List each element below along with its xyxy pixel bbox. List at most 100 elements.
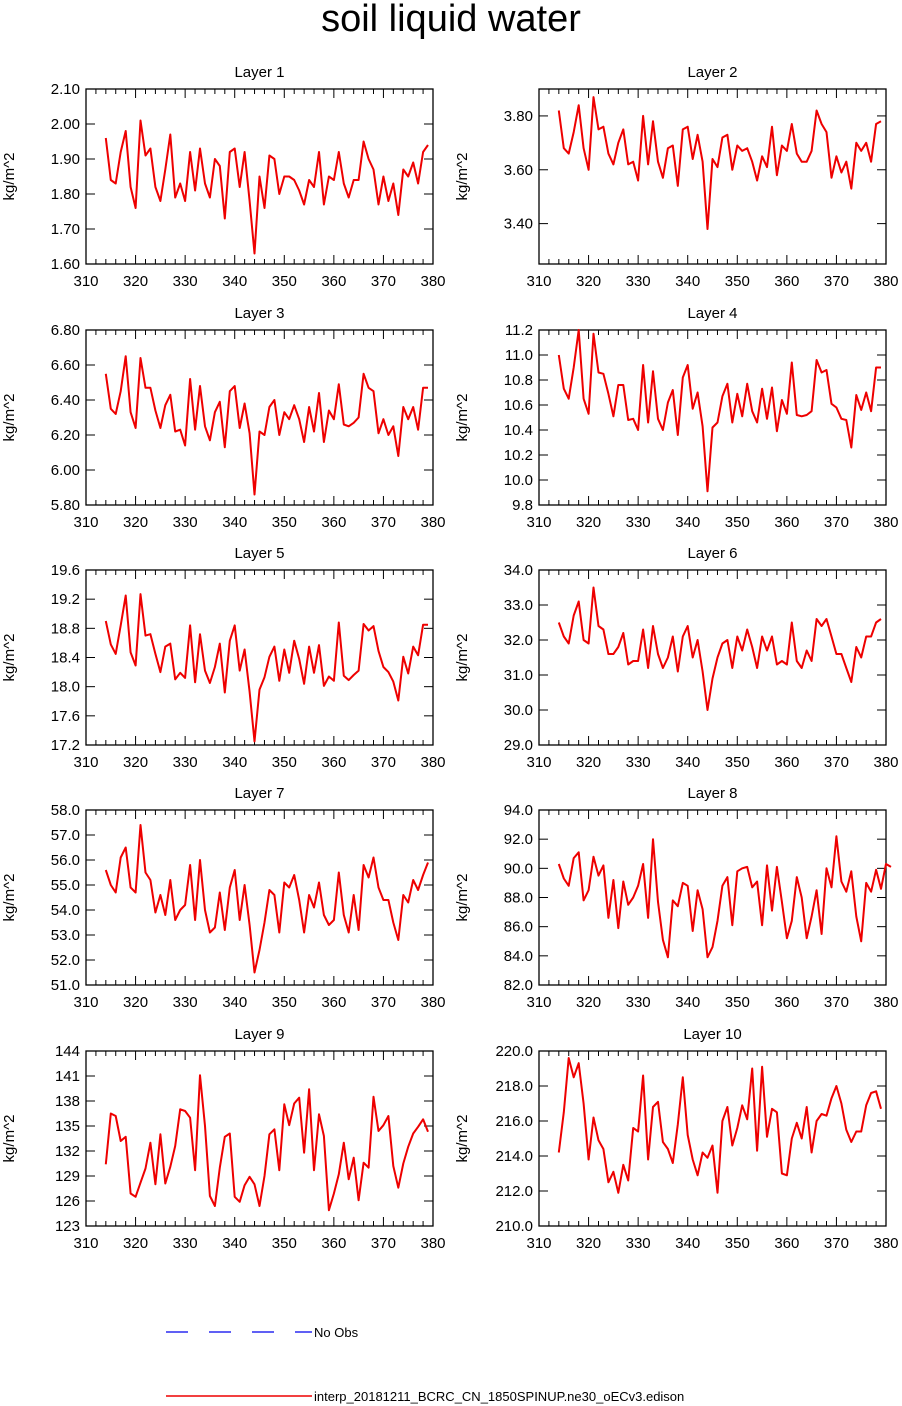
y-tick-label: 18.0 <box>51 679 80 696</box>
y-tick-label: 56.0 <box>51 852 80 869</box>
y-tick-label: 10.6 <box>504 397 533 414</box>
x-tick-label: 310 <box>73 514 98 531</box>
x-tick-label: 380 <box>873 994 898 1011</box>
x-tick-label: 330 <box>173 514 198 531</box>
plot-frame <box>538 88 887 265</box>
x-tick-label: 350 <box>725 754 750 771</box>
series-line-model <box>557 329 881 493</box>
y-axis-label: kg/m^2 <box>1 394 18 442</box>
x-tick-label: 320 <box>576 514 601 531</box>
x-tick-label: 320 <box>123 994 148 1011</box>
y-tick-label: 5.80 <box>51 497 80 514</box>
y-tick-label: 212.0 <box>495 1183 533 1200</box>
chart-title: Layer 1 <box>234 64 284 81</box>
x-tick-label: 320 <box>576 754 601 771</box>
x-tick-label: 380 <box>873 1235 898 1252</box>
x-tick-label: 360 <box>321 994 346 1011</box>
y-tick-label: 2.00 <box>51 116 80 133</box>
series-line-model <box>104 355 428 496</box>
x-tick-label: 380 <box>420 514 445 531</box>
chart-title: Layer 8 <box>687 785 737 802</box>
y-tick-label: 19.2 <box>51 591 80 608</box>
x-tick-label: 350 <box>272 1235 297 1252</box>
plot-frame <box>85 329 434 506</box>
x-tick-label: 330 <box>626 273 651 290</box>
y-tick-label: 57.0 <box>51 827 80 844</box>
x-tick-label: 370 <box>371 273 396 290</box>
chart-panel-7: Layer 7 310 320 330 340 350 360 370 380 51.0 52.0 5… <box>1 785 446 1011</box>
y-tick-label: 30.0 <box>504 702 533 719</box>
x-tick-label: 380 <box>873 273 898 290</box>
y-tick-label: 214.0 <box>495 1148 533 1165</box>
y-tick-label: 53.0 <box>51 927 80 944</box>
x-tick-label: 360 <box>321 754 346 771</box>
chart-panel-2: Layer 2 310 320 330 340 350 360 370 380 3.40 3.60 3… <box>454 64 899 290</box>
chart-title: Layer 6 <box>687 545 737 562</box>
y-tick-label: 18.8 <box>51 620 80 637</box>
page-title: soil liquid water <box>321 0 581 40</box>
chart-title: Layer 4 <box>687 305 737 322</box>
y-tick-label: 32.0 <box>504 632 533 649</box>
y-tick-label: 210.0 <box>495 1218 533 1235</box>
chart-title: Layer 3 <box>234 305 284 322</box>
y-tick-label: 17.2 <box>51 737 80 754</box>
series-line-model <box>104 824 429 974</box>
plot-frame <box>538 329 887 506</box>
y-tick-label: 90.0 <box>504 860 533 877</box>
x-tick-label: 340 <box>222 514 247 531</box>
x-tick-label: 360 <box>774 754 799 771</box>
x-tick-label: 330 <box>626 994 651 1011</box>
x-tick-label: 320 <box>123 273 148 290</box>
x-tick-label: 310 <box>73 754 98 771</box>
x-tick-label: 370 <box>371 514 396 531</box>
x-tick-label: 340 <box>222 994 247 1011</box>
y-tick-label: 1.60 <box>51 256 80 273</box>
x-tick-label: 340 <box>222 273 247 290</box>
x-tick-label: 350 <box>272 273 297 290</box>
y-tick-label: 94.0 <box>504 802 533 819</box>
plot-frame <box>85 809 434 986</box>
x-tick-label: 380 <box>873 754 898 771</box>
chart-panel-4: Layer 4 310 320 330 340 350 360 370 380 9.8 10.0 10… <box>454 305 899 531</box>
x-tick-label: 310 <box>526 514 551 531</box>
y-tick-label: 220.0 <box>495 1043 533 1060</box>
y-tick-label: 10.8 <box>504 372 533 389</box>
x-tick-label: 310 <box>526 273 551 290</box>
chart-title: Layer 9 <box>234 1026 284 1043</box>
chart-title: Layer 7 <box>234 785 284 802</box>
chart-title: Layer 5 <box>234 545 284 562</box>
plot-frame <box>85 1050 434 1227</box>
x-tick-label: 320 <box>123 514 148 531</box>
y-tick-label: 216.0 <box>495 1113 533 1130</box>
y-tick-label: 6.80 <box>51 322 80 339</box>
chart-title: Layer 2 <box>687 64 737 81</box>
x-tick-label: 340 <box>675 1235 700 1252</box>
plot-frame <box>538 1050 887 1227</box>
y-tick-label: 18.4 <box>51 650 80 667</box>
x-tick-label: 320 <box>123 754 148 771</box>
x-tick-label: 340 <box>222 1235 247 1252</box>
x-tick-label: 330 <box>173 1235 198 1252</box>
legend-label-model: interp_20181211_BCRC_CN_1850SPINUP.ne30_… <box>314 1389 684 1404</box>
x-tick-label: 360 <box>321 514 346 531</box>
y-tick-label: 141 <box>55 1068 80 1085</box>
chart-title: Layer 10 <box>683 1026 741 1043</box>
plot-frame <box>538 569 887 746</box>
series-line-model <box>557 835 892 959</box>
chart-panel-3: Layer 3 310 320 330 340 350 360 370 380 5.80 6.00 6… <box>1 305 446 531</box>
series-line-model <box>557 1057 882 1194</box>
y-axis-label: kg/m^2 <box>1 1115 18 1163</box>
x-tick-label: 360 <box>774 1235 799 1252</box>
y-axis-label: kg/m^2 <box>1 153 18 201</box>
x-tick-label: 360 <box>321 1235 346 1252</box>
x-tick-label: 350 <box>725 994 750 1011</box>
x-tick-label: 350 <box>272 994 297 1011</box>
y-tick-label: 33.0 <box>504 597 533 614</box>
y-tick-label: 144 <box>55 1043 80 1060</box>
x-tick-label: 330 <box>173 994 198 1011</box>
y-tick-label: 1.90 <box>51 151 80 168</box>
chart-panel-1: Layer 1 310 320 330 340 350 360 370 380 1.60 1.70 1… <box>1 64 446 290</box>
x-tick-label: 380 <box>420 754 445 771</box>
y-axis-label: kg/m^2 <box>454 1115 471 1163</box>
series-line-model <box>104 119 429 255</box>
